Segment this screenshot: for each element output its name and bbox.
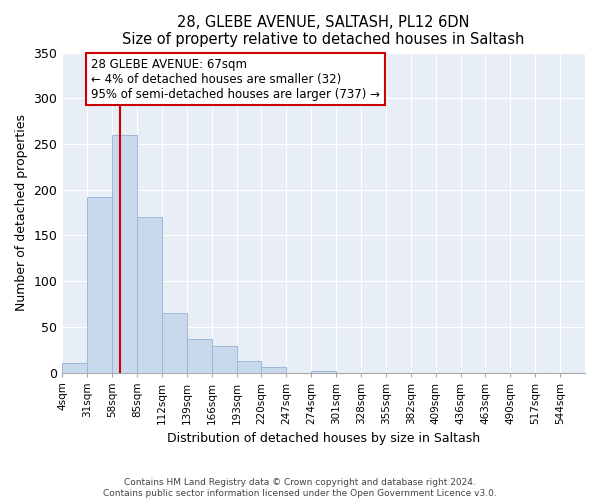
Bar [87,197,112,372]
Y-axis label: Number of detached properties: Number of detached properties [15,114,28,311]
Title: 28, GLEBE AVENUE, SALTASH, PL12 6DN
Size of property relative to detached houses: 28, GLEBE AVENUE, SALTASH, PL12 6DN Size… [122,15,525,48]
Bar [212,346,236,372]
X-axis label: Distribution of detached houses by size in Saltash: Distribution of detached houses by size … [167,432,480,445]
Bar [112,135,137,372]
Bar [162,313,187,372]
Text: Contains HM Land Registry data © Crown copyright and database right 2024.
Contai: Contains HM Land Registry data © Crown c… [103,478,497,498]
Bar [62,364,87,372]
Text: 28 GLEBE AVENUE: 67sqm
← 4% of detached houses are smaller (32)
95% of semi-deta: 28 GLEBE AVENUE: 67sqm ← 4% of detached … [91,58,380,100]
Bar [311,370,336,372]
Bar [187,338,212,372]
Bar [262,367,286,372]
Bar [137,217,162,372]
Bar [236,360,262,372]
